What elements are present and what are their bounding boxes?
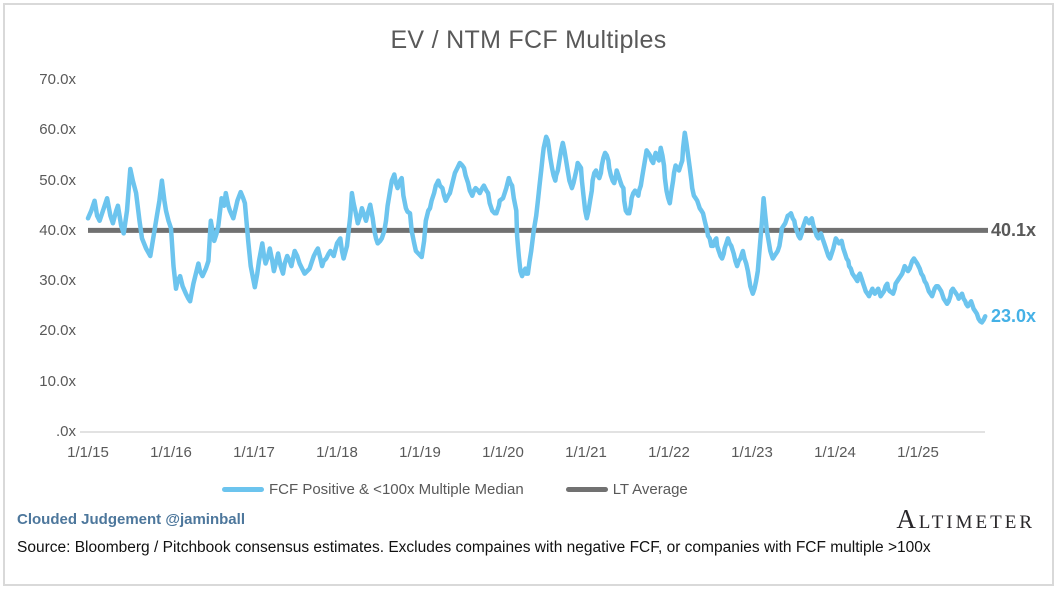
- y-tick-label: 30.0x: [39, 272, 76, 290]
- y-tick-label: 70.0x: [39, 71, 76, 88]
- y-tick-label: 20.0x: [39, 322, 76, 340]
- altimeter-logo: Altimeter: [896, 504, 1035, 534]
- y-tick-label: 40.0x: [39, 221, 76, 239]
- chart-title: EV / NTM FCF Multiples: [390, 26, 667, 54]
- x-tick-label: 1/1/24: [814, 444, 856, 461]
- lt-average-legend-label: LT Average: [612, 481, 688, 498]
- x-tick-label: 1/1/23: [731, 444, 773, 461]
- last-value-label: 23.0x: [991, 306, 1037, 327]
- legend: FCF Positive & <100x Multiple Median LT …: [222, 481, 688, 498]
- fcf-median-legend-swatch: [222, 487, 264, 492]
- x-tick-label: 1/1/15: [67, 444, 109, 461]
- y-tick-label: 50.0x: [39, 171, 76, 189]
- fcf-median-legend-label: FCF Positive & <100x Multiple Median: [269, 481, 524, 498]
- x-tick-label: 1/1/17: [233, 444, 275, 461]
- x-tick-label: 1/1/20: [482, 444, 524, 461]
- x-tick-label: 1/1/18: [316, 444, 358, 461]
- legend-item-lt-average: LT Average: [565, 481, 688, 498]
- y-tick-label: 10.0x: [39, 372, 76, 390]
- x-tick-label: 1/1/22: [648, 444, 690, 461]
- y-tick-label: .0x: [55, 423, 76, 440]
- x-tick-label: 1/1/25: [897, 444, 939, 461]
- chart-border-frame: [3, 3, 1054, 586]
- lt-average-value-label: 40.1x: [991, 220, 1037, 241]
- x-tick-label: 1/1/16: [150, 444, 192, 461]
- credit-text: Clouded Judgement @jaminball: [17, 511, 245, 528]
- lt-average-legend-swatch: [565, 487, 608, 492]
- source-text: Source: Bloomberg / Pitchbook consensus …: [17, 539, 931, 556]
- y-tick-label: 60.0x: [39, 121, 76, 139]
- legend-item-fcf-median: FCF Positive & <100x Multiple Median: [222, 481, 524, 498]
- x-tick-label: 1/1/19: [399, 444, 441, 461]
- x-tick-label: 1/1/21: [565, 444, 607, 461]
